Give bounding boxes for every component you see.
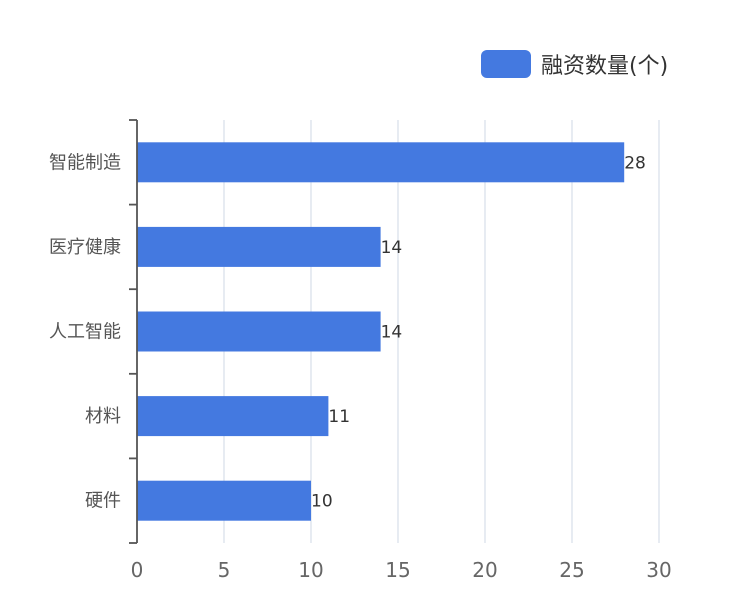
category-label: 材料 [85, 406, 121, 427]
bar [137, 142, 625, 183]
x-tick-label: 30 [646, 558, 671, 582]
bar [137, 396, 329, 437]
value-label: 14 [381, 323, 403, 343]
bar [137, 226, 381, 267]
category-label: 人工智能 [49, 322, 121, 343]
legend-swatch [481, 50, 531, 78]
value-label: 11 [328, 407, 350, 427]
x-tick-label: 15 [385, 558, 410, 582]
legend-label: 融资数量(个) [541, 54, 669, 79]
category-label: 智能制造 [49, 152, 121, 173]
x-tick-label: 20 [472, 558, 497, 582]
x-tick-label: 0 [131, 558, 144, 582]
value-label: 28 [624, 153, 646, 173]
bar [137, 311, 381, 352]
category-label: 硬件 [85, 491, 121, 512]
bar [137, 480, 311, 521]
x-tick-label: 10 [298, 558, 323, 582]
value-label: 10 [311, 492, 333, 512]
value-label: 14 [381, 238, 403, 258]
category-label: 医疗健康 [49, 237, 121, 258]
legend: 融资数量(个) [481, 48, 668, 80]
x-tick-label: 5 [218, 558, 231, 582]
x-tick-label: 25 [559, 558, 584, 582]
